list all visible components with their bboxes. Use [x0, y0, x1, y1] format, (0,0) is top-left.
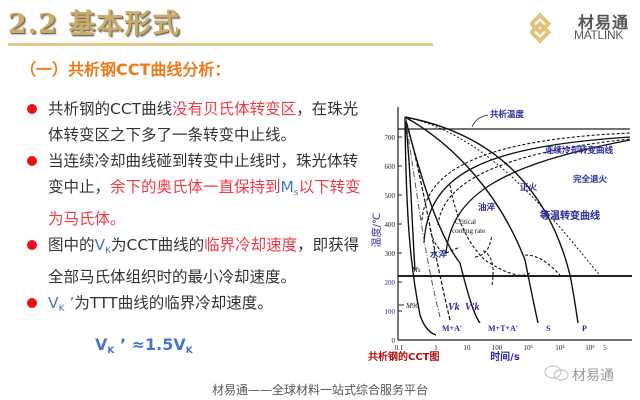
title-divider	[8, 43, 433, 46]
curve-vk-prime	[404, 116, 441, 318]
eutectoid-label: 共析温度	[490, 109, 525, 120]
curve-anneal-dotted	[404, 116, 603, 279]
curve-water-quench	[404, 116, 437, 336]
vk-formula: VK ’ ≈1.5VK	[95, 335, 193, 356]
normalize-label: 正火	[520, 183, 538, 193]
water-quench-label: 水淬	[429, 249, 448, 260]
x-tick: 10	[464, 344, 472, 352]
vk-subscript: K	[105, 246, 112, 256]
logo-text-cn: 材易通	[578, 13, 630, 32]
x-tick: 5	[603, 344, 607, 352]
m90-label: M90	[405, 302, 419, 310]
bullet-text: 为CCT曲线的	[111, 236, 205, 254]
watermark-text: 材易通	[572, 368, 614, 384]
vk-prime-label: V'k	[465, 302, 479, 313]
curve-normalize	[404, 116, 539, 324]
bullet-text: ，即获得全部马氏体组织时的最小冷却速度。	[48, 236, 360, 286]
y-tick: 300	[385, 250, 396, 258]
prime-mark: ’	[64, 294, 75, 312]
product-p-label: P	[582, 324, 587, 333]
cct-diagram: 0 100 200 300 400 500 600 700 0.1 1 10 1…	[368, 107, 632, 363]
x-tick: 0.1	[395, 344, 404, 352]
footer-text: 材易通——全球材料一站式综合服务平台	[211, 383, 428, 397]
ttt-curve-label: 等温转变曲线	[540, 209, 600, 222]
chart-caption: 共析钢的CCT图	[368, 350, 440, 363]
full-anneal-label: 完全退火	[573, 174, 608, 185]
bullet-dot-icon	[27, 298, 37, 308]
bullet-text: ，在珠光体转变区之下多了一条转变中止线。	[48, 100, 359, 144]
vk-symbol: V	[94, 236, 106, 254]
page-title: 2.2 基本形式	[8, 9, 181, 40]
critical-rate-label: cooling rate	[452, 227, 485, 235]
bullet-item: 共析钢的CCT曲线没有贝氏体转变区，在珠光体转变区之下多了一条转变中止线。	[22, 96, 367, 148]
bullet-dot-icon	[27, 240, 37, 250]
curve-oil-quench	[404, 116, 481, 324]
x-axis-label: 时间/s	[490, 350, 520, 363]
matlink-logo-icon	[530, 12, 552, 44]
bullet-dot-icon	[27, 104, 37, 114]
cct-curve-label: 连续冷却转变曲线	[545, 145, 614, 156]
bullet-text: 当连续冷却曲线碰到转变中止线时，珠光体转变中止，	[48, 152, 359, 196]
vk-label: Vk	[448, 302, 460, 313]
formula-lhs: V	[95, 335, 108, 354]
curve-vk	[404, 116, 451, 321]
bullet-item: 当连续冷却曲线碰到转变中止线时，珠光体转变中止，余下的奥氏体一直保持到Ms以下转…	[22, 148, 367, 232]
bullet-list: 共析钢的CCT曲线没有贝氏体转变区，在珠光体转变区之下多了一条转变中止线。 当连…	[22, 96, 367, 322]
x-tick: 10⁴	[555, 344, 565, 352]
x-tick: 10⁵	[585, 344, 595, 352]
formula-relation: ’ ≈1.5V	[114, 335, 186, 354]
section-subtitle: （一）共析钢CCT曲线分析：	[20, 60, 231, 79]
bullet-text: 共析钢的CCT曲线	[48, 100, 173, 118]
bullet-item: VK ’为TTT曲线的临界冷却速度。	[22, 290, 367, 322]
oil-quench-label: 油淬	[478, 202, 496, 213]
y-tick: 500	[385, 192, 396, 200]
ms-symbol: M	[280, 178, 294, 196]
bullet-highlight: 临界冷却速度	[204, 236, 298, 254]
product-m-a-label: M+A'	[442, 324, 462, 333]
formula-lhs-sub: K	[107, 346, 115, 356]
wechat-icon	[544, 365, 569, 381]
formula-rhs-sub: K	[185, 346, 193, 356]
bullet-text: 为TTT曲线的临界冷却速度。	[74, 294, 273, 312]
bullet-highlight: 余下的奥氏体一直保持到	[110, 178, 281, 196]
x-tick: 100	[492, 344, 503, 352]
bullet-text: 图中的	[48, 236, 95, 254]
y-tick: 400	[385, 221, 396, 229]
logo-text-en: MATLINK	[574, 28, 624, 42]
bullet-item: 图中的VK为CCT曲线的临界冷却速度，即获得全部马氏体组织时的最小冷却速度。	[22, 232, 367, 290]
ms-subscript: s	[293, 188, 299, 198]
bullet-highlight: 没有贝氏体转变区	[172, 100, 297, 118]
y-tick: 100	[385, 308, 396, 316]
y-tick: 200	[385, 279, 396, 287]
curve-full-anneal	[404, 116, 579, 324]
product-m-t-a-label: M+T+A'	[488, 324, 518, 333]
ms-label: Ms	[411, 266, 421, 274]
x-tick: 10³	[523, 344, 532, 352]
critical-label: Critical	[455, 218, 476, 226]
product-s-label: S	[546, 324, 551, 333]
y-tick: 600	[385, 163, 396, 171]
y-axis-label: 温度/℃	[370, 213, 383, 248]
x-tick: 1	[434, 344, 438, 352]
vk-subscript: K	[58, 304, 65, 314]
bullet-highlight: 以下转变为马氏体。	[48, 178, 361, 228]
y-tick: 0	[392, 337, 396, 345]
vk-prime-symbol: V	[48, 294, 59, 312]
y-tick: 700	[385, 134, 396, 142]
bullet-dot-icon	[27, 156, 37, 166]
